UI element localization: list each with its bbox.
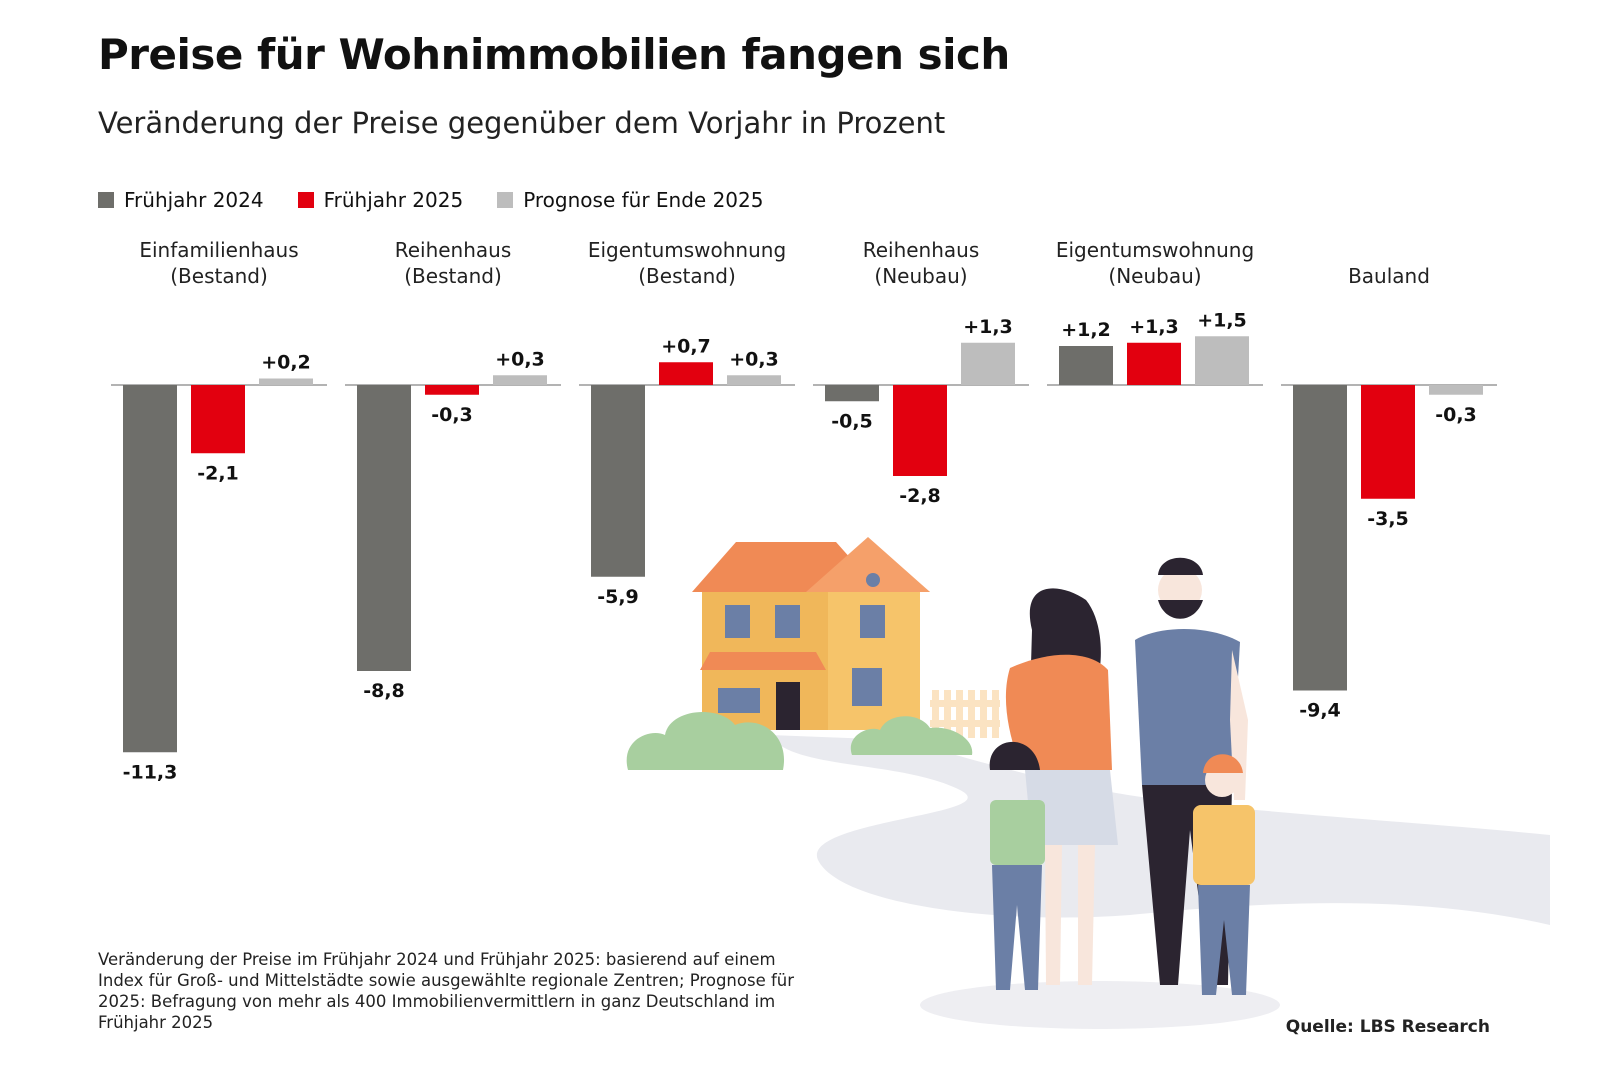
- bar: [591, 385, 645, 577]
- bar: [1361, 385, 1415, 499]
- category-label: Eigentumswohnung: [588, 238, 786, 262]
- house-icon: [692, 537, 930, 730]
- data-label: +0,7: [661, 335, 711, 357]
- bar: [727, 375, 781, 385]
- legend-item-prognose-2025: Prognose für Ende 2025: [497, 188, 763, 212]
- data-label: -2,1: [197, 462, 239, 484]
- data-label: +0,3: [495, 348, 545, 370]
- chart-title: Preise für Wohnimmobilien fangen sich: [98, 30, 1010, 79]
- bush-right-icon: [850, 716, 973, 755]
- footnote: Veränderung der Preise im Frühjahr 2024 …: [98, 950, 795, 1032]
- girl-figure: [989, 741, 1045, 990]
- data-label: +1,3: [963, 316, 1013, 338]
- bar: [1059, 346, 1113, 385]
- data-label: -5,9: [597, 586, 639, 608]
- bar: [425, 385, 479, 395]
- data-label: +1,5: [1197, 309, 1247, 331]
- data-label: -8,8: [363, 680, 405, 702]
- data-label: -2,8: [899, 485, 941, 507]
- legend-label-fruehjahr-2024: Frühjahr 2024: [124, 188, 264, 212]
- legend-item-fruehjahr-2024: Frühjahr 2024: [98, 188, 264, 212]
- ground-shadow: [920, 981, 1280, 1029]
- data-label: +1,2: [1061, 319, 1111, 341]
- legend-label-fruehjahr-2025: Frühjahr 2025: [323, 188, 464, 212]
- category-label: Reihenhaus: [395, 238, 512, 262]
- legend-swatch-fruehjahr-2025: [297, 192, 314, 208]
- category-label: Einfamilienhaus: [139, 238, 298, 262]
- legend-swatch-prognose-2025: [497, 192, 514, 208]
- bar: [259, 378, 313, 385]
- data-label: -3,5: [1367, 508, 1409, 530]
- data-label: +0,2: [261, 352, 311, 374]
- bars-layer: Einfamilienhaus(Bestand)-11,3-2,1+0,2Rei…: [111, 238, 1497, 783]
- bar: [1293, 385, 1347, 691]
- category-label: Reihenhaus: [863, 238, 980, 262]
- legend-label-prognose-2025: Prognose für Ende 2025: [523, 188, 764, 212]
- bush-left-icon: [626, 712, 785, 770]
- bar: [825, 385, 879, 402]
- bar: [191, 385, 245, 454]
- data-label: -11,3: [123, 761, 178, 783]
- bar: [659, 362, 713, 385]
- bar: [893, 385, 947, 476]
- category-label: Bauland: [1348, 264, 1430, 288]
- category-label: (Bestand): [170, 264, 268, 288]
- legend-item-fruehjahr-2025: Frühjahr 2025: [297, 188, 464, 212]
- bar: [123, 385, 177, 753]
- source-label: Quelle: LBS Research: [1285, 1017, 1490, 1037]
- family-house-illustration: [626, 537, 1550, 1029]
- category-label: Eigentumswohnung: [1056, 238, 1254, 262]
- fence-icon: [930, 690, 1000, 738]
- boy-figure: [1193, 754, 1255, 995]
- bar: [1195, 336, 1249, 385]
- category-label: (Neubau): [874, 264, 967, 288]
- data-label: -9,4: [1299, 700, 1341, 722]
- category-label: (Bestand): [638, 264, 736, 288]
- bar: [493, 375, 547, 385]
- mother-figure: [1005, 588, 1118, 985]
- bar: [961, 342, 1015, 385]
- data-label: -0,3: [431, 404, 473, 426]
- data-label: -0,5: [831, 410, 873, 432]
- category-label: (Neubau): [1108, 264, 1201, 288]
- legend-swatch-fruehjahr-2024: [98, 192, 114, 208]
- bar: [357, 385, 411, 671]
- data-label: +1,3: [1129, 316, 1179, 338]
- data-label: -0,3: [1435, 404, 1477, 426]
- bar: [1429, 385, 1483, 395]
- chart-subtitle: Veränderung der Preise gegenüber dem Vor…: [98, 106, 946, 140]
- legend: Frühjahr 2024 Frühjahr 2025 Prognose für…: [98, 188, 797, 212]
- category-label: (Bestand): [404, 264, 502, 288]
- bar: [1127, 342, 1181, 385]
- data-label: +0,3: [729, 348, 779, 370]
